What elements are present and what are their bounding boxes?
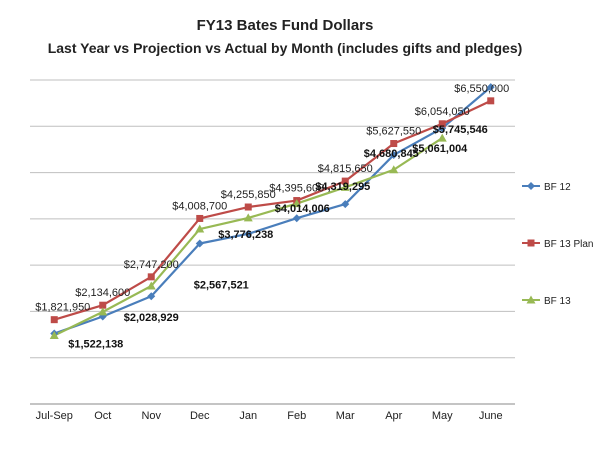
legend: BF 12 BF 13 Plan BF 13 bbox=[522, 182, 593, 307]
data-label-bf12: $4,680,845 bbox=[364, 148, 419, 160]
data-label-bf13-plan: $4,815,650 bbox=[318, 163, 373, 175]
legend-marker bbox=[527, 239, 535, 247]
data-label-bf12: $5,061,004 bbox=[412, 143, 468, 155]
data-point-diamond bbox=[486, 83, 495, 92]
legend-label: BF 13 bbox=[544, 296, 571, 307]
x-tick-label: Dec bbox=[190, 410, 210, 422]
chart-title: FY13 Bates Fund Dollars bbox=[197, 17, 374, 34]
data-label-bf12: $4,014,006 bbox=[275, 203, 330, 215]
data-label-bf13-plan: $6,054,050 bbox=[415, 106, 470, 118]
chart-subtitle: Last Year vs Projection vs Actual by Mon… bbox=[48, 40, 523, 56]
data-label-bf13-plan: $5,627,550 bbox=[366, 126, 421, 138]
data-point-triangle bbox=[437, 133, 447, 142]
legend-label: BF 12 bbox=[544, 182, 571, 193]
data-label-bf12: $5,745,546 bbox=[433, 124, 488, 136]
x-tick-label: Feb bbox=[287, 410, 306, 422]
x-tick-label: May bbox=[432, 410, 453, 422]
data-label-bf13-plan: $4,008,700 bbox=[172, 200, 227, 212]
data-point-diamond bbox=[147, 292, 156, 301]
data-point-square bbox=[438, 120, 446, 128]
data-label-bf13-plan: $2,134,600 bbox=[75, 287, 130, 299]
x-tick-label: Mar bbox=[336, 410, 355, 422]
data-label-bf12: $4,319,295 bbox=[315, 181, 370, 193]
data-point-square bbox=[196, 214, 204, 222]
data-labels: $1,821,950 $2,134,600 $2,747,200 $4,008,700… bbox=[35, 83, 509, 351]
data-point-triangle bbox=[49, 330, 59, 339]
data-point-diamond bbox=[292, 214, 301, 223]
data-label-bf13-plan: $1,821,950 bbox=[35, 302, 90, 314]
legend-marker bbox=[526, 295, 536, 304]
data-point-triangle bbox=[340, 182, 350, 191]
data-point-diamond bbox=[341, 200, 350, 209]
x-tick-label: Jan bbox=[239, 410, 257, 422]
x-tick-label: Oct bbox=[94, 410, 111, 422]
x-tick-label: Apr bbox=[385, 410, 402, 422]
x-tick-label: June bbox=[479, 410, 503, 422]
data-point-triangle bbox=[146, 281, 156, 290]
data-point-square bbox=[99, 301, 107, 309]
x-tick-label: Nov bbox=[141, 410, 161, 422]
series-line-bf-12 bbox=[53, 86, 492, 335]
data-label-bf13-plan: $6,550,000 bbox=[454, 83, 509, 95]
data-point-diamond bbox=[389, 150, 398, 159]
x-tick-label: Jul-Sep bbox=[36, 410, 73, 422]
data-point-square bbox=[147, 273, 155, 281]
data-point-square bbox=[487, 97, 495, 105]
data-point-diamond bbox=[195, 239, 204, 248]
data-point-square bbox=[390, 140, 398, 148]
data-point-diamond bbox=[244, 229, 253, 238]
series-line-bf-13-plan bbox=[53, 99, 492, 321]
data-label-bf13-plan: $4,395,600 bbox=[269, 183, 324, 195]
data-point-square bbox=[50, 316, 58, 324]
legend-marker bbox=[527, 182, 535, 190]
grid-lines bbox=[30, 79, 515, 405]
data-point-triangle bbox=[389, 165, 399, 174]
data-point-square bbox=[244, 203, 252, 211]
legend-label: BF 13 Plan bbox=[544, 239, 593, 250]
data-label-bf12: $2,028,929 bbox=[124, 312, 179, 324]
data-label-bf12: $2,567,521 bbox=[194, 280, 249, 292]
data-point-triangle bbox=[98, 307, 108, 316]
data-point-triangle bbox=[292, 199, 302, 208]
data-label-bf13-plan: $4,255,850 bbox=[221, 189, 276, 201]
data-label-bf12: $1,522,138 bbox=[68, 339, 123, 351]
data-point-triangle bbox=[195, 224, 205, 233]
x-axis-ticks: Jul-Sep Oct Nov Dec Jan Feb Mar Apr May June bbox=[36, 410, 503, 422]
data-label-bf13-plan: $2,747,200 bbox=[124, 259, 179, 271]
data-label-bf12: $3,776,238 bbox=[218, 229, 273, 241]
series-markers bbox=[49, 83, 495, 339]
data-point-triangle bbox=[243, 213, 253, 222]
data-point-square bbox=[341, 177, 349, 185]
